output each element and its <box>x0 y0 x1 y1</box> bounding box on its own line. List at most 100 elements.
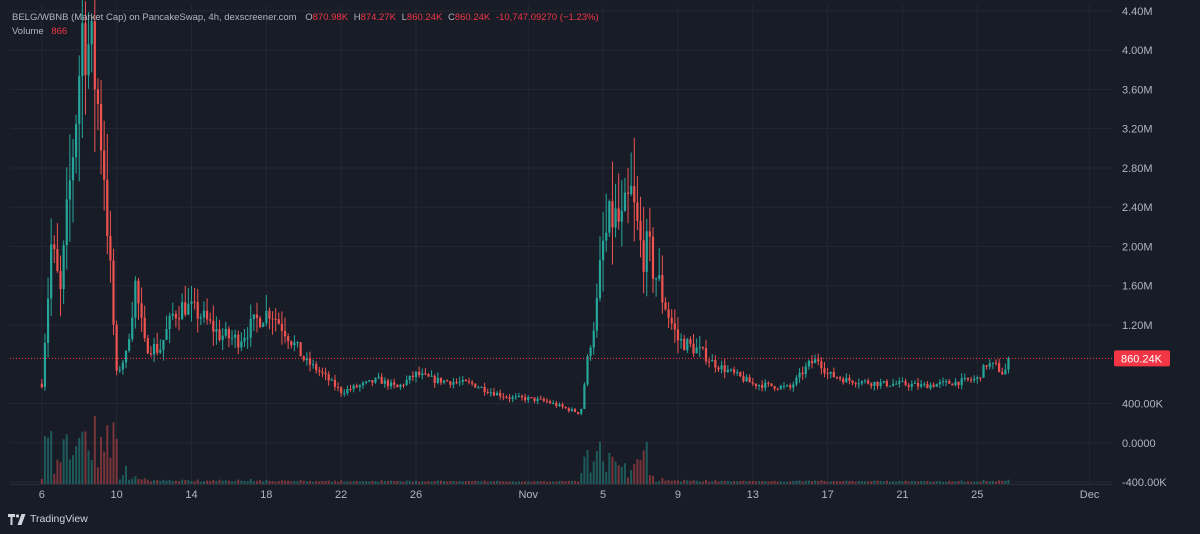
candle-body[interactable] <box>614 208 617 228</box>
candle-body[interactable] <box>601 240 605 261</box>
candle-body[interactable] <box>539 398 542 400</box>
candle-body[interactable] <box>502 396 505 398</box>
candle-body[interactable] <box>620 210 623 222</box>
candle-body[interactable] <box>548 401 552 404</box>
candle-body[interactable] <box>732 369 736 373</box>
candle-body[interactable] <box>748 377 751 383</box>
candle-body[interactable] <box>184 302 187 315</box>
candle-body[interactable] <box>754 383 757 387</box>
candle-body[interactable] <box>452 382 455 385</box>
candle-body[interactable] <box>140 303 143 318</box>
candle-body[interactable] <box>56 249 59 272</box>
candle-body[interactable] <box>308 358 312 365</box>
candle-body[interactable] <box>159 349 162 353</box>
candle-body[interactable] <box>633 186 636 203</box>
candle-body[interactable] <box>692 343 695 354</box>
candle-body[interactable] <box>960 378 963 386</box>
candle-body[interactable] <box>514 396 517 398</box>
candle-body[interactable] <box>146 338 149 354</box>
candle-body[interactable] <box>873 381 876 386</box>
candle-body[interactable] <box>564 406 567 409</box>
candle-body[interactable] <box>904 381 907 385</box>
candle-body[interactable] <box>106 179 109 237</box>
candle-body[interactable] <box>368 380 371 382</box>
candle-body[interactable] <box>168 315 171 330</box>
candle-body[interactable] <box>230 337 234 339</box>
candle-body[interactable] <box>932 384 935 387</box>
candle-body[interactable] <box>957 381 960 386</box>
candle-body[interactable] <box>630 186 633 194</box>
candle-body[interactable] <box>767 382 770 384</box>
candle-body[interactable] <box>255 314 259 319</box>
candle-body[interactable] <box>920 384 923 387</box>
candle-body[interactable] <box>75 124 78 158</box>
candle-body[interactable] <box>90 21 93 45</box>
candle-body[interactable] <box>679 338 683 341</box>
candle-body[interactable] <box>863 380 867 382</box>
candle-body[interactable] <box>714 359 717 368</box>
candle-body[interactable] <box>68 180 71 200</box>
candle-body[interactable] <box>405 380 408 385</box>
candle-body[interactable] <box>636 202 639 221</box>
candle-body[interactable] <box>929 384 932 389</box>
candle-body[interactable] <box>65 199 68 246</box>
candle-body[interactable] <box>321 371 324 373</box>
candle-body[interactable] <box>711 359 714 362</box>
candle-body[interactable] <box>770 383 773 387</box>
candle-body[interactable] <box>290 341 293 346</box>
candle-body[interactable] <box>773 386 776 389</box>
candle-body[interactable] <box>810 360 814 364</box>
candle-body[interactable] <box>658 275 661 279</box>
candle-body[interactable] <box>408 375 411 381</box>
candle-body[interactable] <box>1001 371 1004 375</box>
candle-body[interactable] <box>128 339 131 351</box>
candle-body[interactable] <box>383 380 386 384</box>
candle-body[interactable] <box>78 76 81 125</box>
candle-body[interactable] <box>311 364 315 366</box>
candle-body[interactable] <box>109 236 112 261</box>
candle-body[interactable] <box>87 44 90 76</box>
candle-body[interactable] <box>520 395 524 398</box>
candle-body[interactable] <box>40 383 43 388</box>
candle-body[interactable] <box>271 318 274 320</box>
candle-body[interactable] <box>589 347 592 357</box>
candle-body[interactable] <box>402 384 405 386</box>
candle-body[interactable] <box>43 342 47 388</box>
candle-body[interactable] <box>870 383 873 386</box>
candle-body[interactable] <box>645 231 648 272</box>
candle-body[interactable] <box>854 383 857 385</box>
candle-body[interactable] <box>698 347 701 349</box>
candle-body[interactable] <box>436 377 439 383</box>
candle-body[interactable] <box>910 383 913 387</box>
candle-body[interactable] <box>418 371 421 376</box>
candle-body[interactable] <box>467 381 471 383</box>
candle-body[interactable] <box>941 381 945 383</box>
candle-body[interactable] <box>177 318 181 320</box>
candle-body[interactable] <box>757 384 761 387</box>
candle-body[interactable] <box>93 21 96 90</box>
candle-body[interactable] <box>798 372 801 378</box>
candle-body[interactable] <box>789 385 792 388</box>
candle-body[interactable] <box>162 339 165 350</box>
candle-body[interactable] <box>611 201 614 228</box>
candle-body[interactable] <box>199 317 202 319</box>
candle-body[interactable] <box>433 375 436 383</box>
candle-body[interactable] <box>240 341 243 348</box>
candle-body[interactable] <box>224 328 227 336</box>
candle-body[interactable] <box>508 397 511 399</box>
candle-body[interactable] <box>165 329 168 340</box>
candle-body[interactable] <box>966 377 970 380</box>
candle-body[interactable] <box>683 338 686 351</box>
candle-body[interactable] <box>1004 369 1007 375</box>
candle-body[interactable] <box>361 382 365 386</box>
candle-body[interactable] <box>495 392 499 396</box>
candle-body[interactable] <box>779 385 782 389</box>
candle-body[interactable] <box>103 150 106 180</box>
candle-body[interactable] <box>524 397 527 401</box>
candle-body[interactable] <box>951 383 954 386</box>
candle-body[interactable] <box>608 201 611 233</box>
candle-body[interactable] <box>998 363 1001 372</box>
candle-body[interactable] <box>305 358 308 361</box>
candle-body[interactable] <box>963 377 966 379</box>
